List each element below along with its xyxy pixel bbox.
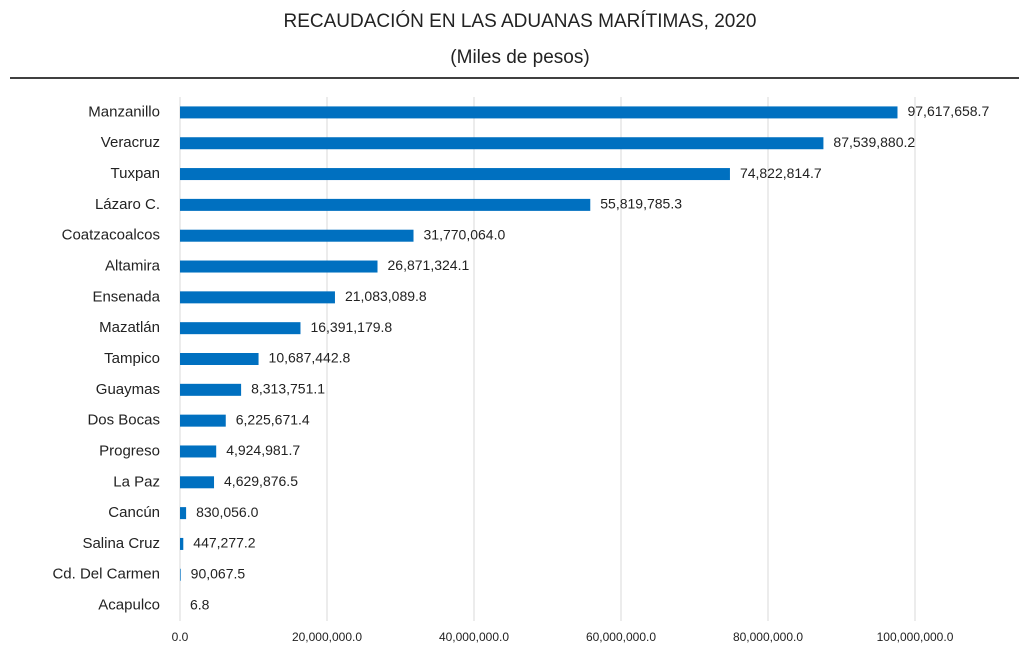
category-label: Lázaro C.: [95, 196, 160, 213]
bar: [180, 260, 378, 273]
value-label: 55,819,785.3: [600, 196, 682, 212]
x-tick-label: 40,000,000.0: [439, 630, 509, 644]
bar: [180, 445, 217, 458]
value-label: 447,277.2: [193, 535, 255, 551]
value-label: 6.8: [190, 596, 210, 612]
bar: [180, 414, 226, 427]
bar: [180, 137, 824, 150]
category-label: Coatzacoalcos: [62, 227, 160, 244]
value-label: 16,391,179.8: [310, 319, 392, 335]
bar: [180, 229, 414, 242]
bar: [180, 507, 187, 520]
category-label: Veracruz: [101, 134, 160, 151]
category-label: Salina Cruz: [82, 535, 160, 552]
value-label: 97,617,658.7: [907, 103, 989, 119]
bar: [180, 198, 591, 211]
x-tick-label: 100,000,000.0: [877, 630, 954, 644]
x-tick-label: 60,000,000.0: [586, 630, 656, 644]
bar: [180, 168, 730, 181]
value-label: 26,871,324.1: [388, 257, 470, 273]
category-label: La Paz: [113, 473, 160, 490]
value-label: 31,770,064.0: [424, 226, 506, 242]
category-label: Progreso: [99, 442, 160, 459]
category-label: Tuxpan: [111, 165, 160, 182]
bar: [180, 537, 184, 550]
bar: [180, 322, 301, 335]
bar: [180, 568, 181, 581]
category-label: Ensenada: [92, 288, 160, 305]
value-label: 830,056.0: [196, 504, 258, 520]
x-tick-label: 80,000,000.0: [733, 630, 803, 644]
bar: [180, 353, 259, 365]
category-label: Mazatlán: [99, 319, 160, 336]
value-label: 21,083,089.8: [345, 288, 427, 304]
bar: [180, 476, 215, 489]
chart-subtitle: (Miles de pesos): [450, 47, 589, 68]
bar: [180, 106, 898, 119]
category-label: Altamira: [105, 257, 161, 274]
category-label: Tampico: [104, 350, 160, 367]
value-label: 4,924,981.7: [226, 442, 300, 458]
bar: [180, 383, 242, 396]
value-label: 4,629,876.5: [224, 473, 298, 489]
category-label: Guaymas: [96, 381, 160, 398]
bar: [180, 291, 335, 304]
chart-title: RECAUDACIÓN EN LAS ADUANAS MARÍTIMAS, 20…: [283, 10, 756, 32]
value-label: 74,822,814.7: [740, 165, 822, 181]
value-label: 90,067.5: [191, 565, 246, 581]
category-label: Manzanillo: [88, 103, 160, 120]
category-label: Acapulco: [98, 597, 160, 614]
category-label: Cd. Del Carmen: [52, 566, 160, 583]
value-label: 6,225,671.4: [236, 411, 310, 427]
category-label: Cancún: [108, 504, 160, 521]
value-label: 87,539,880.2: [833, 134, 915, 150]
category-label: Dos Bocas: [87, 412, 160, 429]
x-tick-label: 0.0: [172, 630, 189, 644]
x-tick-label: 20,000,000.0: [292, 630, 362, 644]
value-label: 10,687,442.8: [269, 350, 351, 366]
value-label: 8,313,751.1: [251, 381, 325, 397]
